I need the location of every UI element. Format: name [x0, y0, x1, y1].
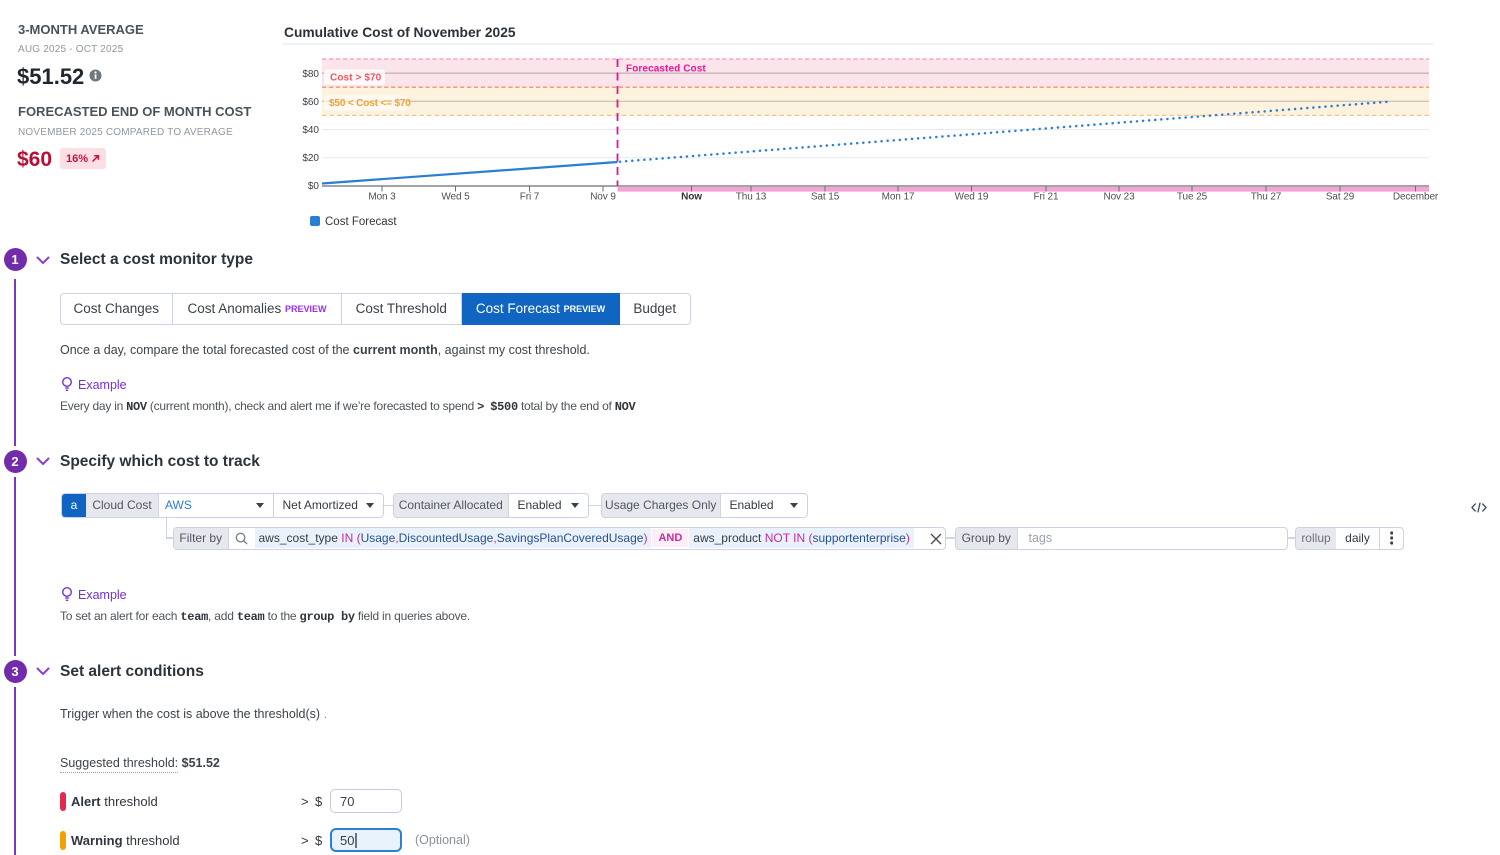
svg-text:Forecasted Cost: Forecasted Cost	[626, 64, 706, 75]
svg-text:Sat 29: Sat 29	[1326, 192, 1355, 203]
svg-text:$80: $80	[302, 69, 319, 80]
svg-text:Mon 17: Mon 17	[882, 192, 915, 203]
svg-text:Tue 25: Tue 25	[1177, 192, 1208, 203]
svg-text:Thu 13: Thu 13	[736, 192, 767, 203]
svg-text:Thu 27: Thu 27	[1251, 192, 1282, 203]
svg-text:Nov 23: Nov 23	[1103, 192, 1135, 203]
svg-text:December: December	[1393, 192, 1439, 203]
svg-text:$0: $0	[308, 181, 320, 192]
svg-text:Sat 15: Sat 15	[811, 192, 840, 203]
svg-text:Wed 5: Wed 5	[441, 192, 470, 203]
svg-text:Fri 21: Fri 21	[1034, 192, 1060, 203]
svg-text:$50 < Cost <= $70: $50 < Cost <= $70	[329, 98, 411, 109]
svg-text:$20: $20	[302, 153, 319, 164]
svg-text:Now: Now	[681, 192, 702, 203]
svg-text:Cost Forecast: Cost Forecast	[325, 216, 397, 228]
svg-text:$60: $60	[302, 97, 319, 108]
svg-text:Mon 3: Mon 3	[368, 192, 396, 203]
svg-text:Nov 9: Nov 9	[590, 192, 616, 203]
svg-text:$40: $40	[302, 125, 319, 136]
svg-text:Cost > $70: Cost > $70	[330, 73, 382, 84]
svg-text:Fri 7: Fri 7	[520, 192, 540, 203]
svg-text:Wed 19: Wed 19	[955, 192, 989, 203]
